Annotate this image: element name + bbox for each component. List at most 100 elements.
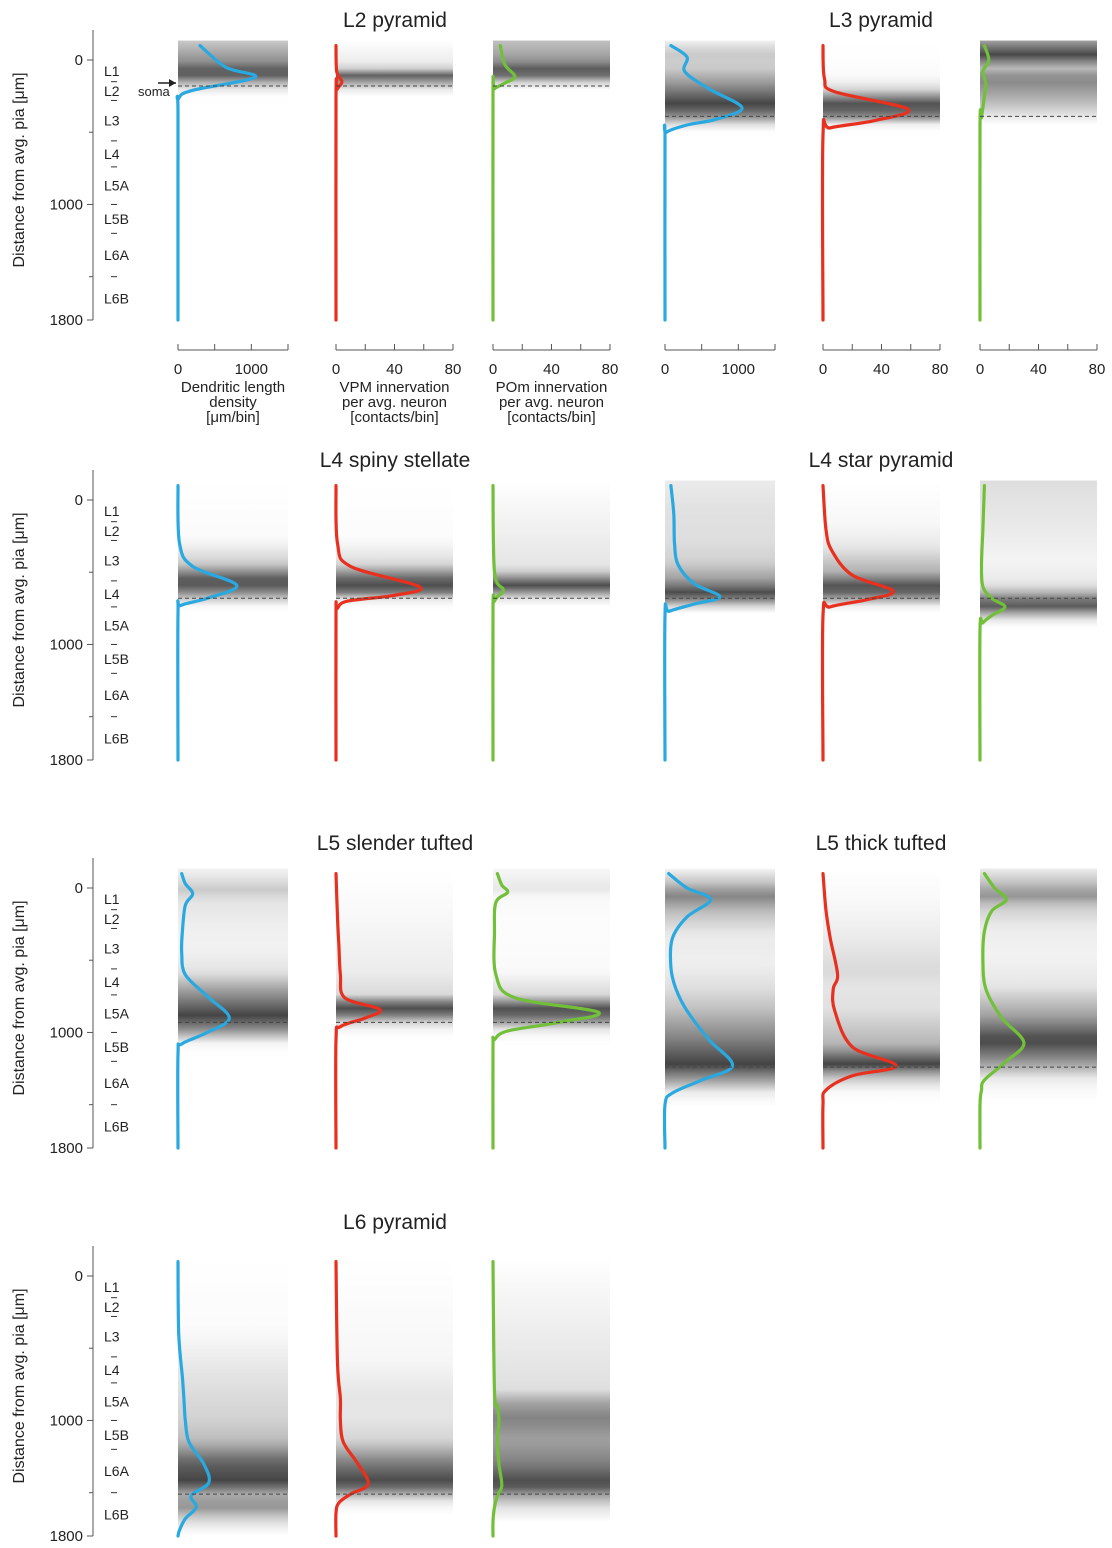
curve-vpm [334, 484, 423, 762]
curve-vpm [821, 872, 898, 1150]
x-tick-label: 0 [332, 361, 340, 378]
layer-label: L2 [104, 523, 120, 539]
x-axis-dendrite: 0 1000 [661, 344, 776, 378]
x-tick-label: 0 [174, 361, 182, 378]
column-vpm [334, 1256, 453, 1538]
layer-label: L5A [104, 1006, 130, 1022]
soma-arrow-head [169, 79, 176, 87]
depth-tick-label: 1000 [50, 196, 83, 213]
density-shading [665, 40, 775, 321]
curve-dendrite [662, 44, 744, 322]
density-shading [493, 40, 610, 321]
layer-label: L2 [104, 911, 120, 927]
x-tick-label: 0 [661, 361, 669, 378]
curve-pom [978, 484, 1007, 762]
curve-pom [491, 44, 517, 322]
curve-dendrite [176, 1260, 211, 1538]
column-pom: 0 40 80 [976, 40, 1105, 378]
soma-arrow: soma [138, 79, 176, 99]
x-axis-title: VPM innervation [339, 379, 449, 396]
column-vpm: 0 40 80 [819, 40, 948, 378]
panel-title: L4 star pyramid [809, 449, 954, 472]
x-tick-label: 40 [386, 361, 403, 378]
density-shading [178, 480, 288, 760]
x-tick-label: 1000 [235, 361, 268, 378]
panel-title: L6 pyramid [343, 1211, 447, 1234]
curve-vpm [820, 44, 911, 322]
x-axis-title: Dendritic length [181, 379, 285, 396]
x-axis-title: per avg. neuron [499, 394, 604, 411]
x-axis-vpm: 0 40 80 [819, 344, 948, 378]
soma-label: soma [138, 84, 171, 99]
layer-label: L3 [104, 553, 120, 569]
curve-pom [491, 484, 505, 762]
curve-vpm [334, 44, 344, 322]
x-tick-label: 80 [602, 361, 619, 378]
density-shading [980, 868, 1097, 1148]
layer-label: L6A [104, 1463, 130, 1479]
panel-title: L2 pyramid [343, 9, 447, 32]
x-axis-title: [contacts/bin] [350, 409, 438, 426]
layer-label: L4 [104, 974, 120, 990]
depth-axis: 0 1000 1800 L1 L2 L3 L4 L5A L5B L6A L6B Distance fr… [11, 30, 130, 329]
layer-label: L3 [104, 113, 120, 129]
layer-label: L6B [104, 1506, 129, 1522]
layer-label: L3 [104, 1329, 120, 1345]
panel-title: L4 spiny stellate [320, 449, 471, 472]
column-pom [978, 480, 1097, 762]
layer-label: L6A [104, 687, 130, 703]
panel-l5-slender-tufted: L5 slender tufted [176, 832, 610, 1150]
column-vpm [334, 868, 453, 1150]
layer-label: L1 [104, 63, 120, 79]
column-pom [978, 868, 1097, 1150]
depth-tick-label: 0 [75, 880, 83, 897]
depth-tick-label: 0 [75, 52, 83, 69]
layer-label: L6B [104, 1118, 129, 1134]
panel-l4-spiny-stellate: L4 spiny stellate [176, 449, 610, 762]
depth-tick-label: 1800 [50, 1140, 83, 1157]
column-dendrite: 0 1000 [661, 40, 776, 378]
depth-axis-title: Distance from avg. pia [μm] [11, 900, 28, 1095]
layer-label: L6A [104, 247, 130, 263]
depth-tick-label: 0 [75, 492, 83, 509]
column-dendrite [176, 868, 288, 1150]
layer-label: L1 [104, 891, 120, 907]
density-shading [665, 868, 775, 1148]
layer-label: L6A [104, 1075, 130, 1091]
x-tick-label: 40 [543, 361, 560, 378]
density-shading [493, 480, 610, 760]
panel-l6-pyramid: L6 pyramid [176, 1211, 610, 1538]
density-shading [823, 868, 940, 1148]
density-shading [336, 868, 453, 1148]
x-axis-title: [contacts/bin] [507, 409, 595, 426]
x-tick-label: 40 [1030, 361, 1047, 378]
layer-label: L1 [104, 1279, 120, 1295]
density-shading [178, 868, 288, 1148]
depth-tick-label: 1000 [50, 636, 83, 653]
curve-vpm [820, 484, 895, 762]
layer-label: L1 [104, 503, 120, 519]
depth-axis-title: Distance from avg. pia [μm] [11, 72, 28, 267]
curve-dendrite [176, 484, 239, 762]
layer-label: L5B [104, 651, 129, 667]
curve-dendrite [176, 872, 231, 1150]
depth-tick-label: 1800 [50, 1528, 83, 1545]
x-tick-label: 0 [489, 361, 497, 378]
density-shading [178, 1256, 288, 1536]
layer-label: L4 [104, 1362, 120, 1378]
depth-axis: 0 1000 1800 L1 L2 L3 L4 L5A L5B L6A L6B Distance fr… [11, 470, 130, 769]
column-pom [491, 868, 610, 1150]
column-dendrite [176, 1256, 288, 1538]
panel-l4-star-pyramid: L4 star pyramid [663, 449, 1097, 762]
depth-axis: 0 1000 1800 L1 L2 L3 L4 L5A L5B L6A L6B Distance fr… [11, 858, 130, 1157]
layer-label: L5B [104, 1427, 129, 1443]
panel-l3-pyramid: L3 pyramid 0 1000 0 40 80 0 40 80 [661, 9, 1106, 378]
panel-title: L5 slender tufted [317, 832, 473, 855]
column-vpm [334, 480, 453, 762]
layer-label: L5A [104, 618, 130, 634]
